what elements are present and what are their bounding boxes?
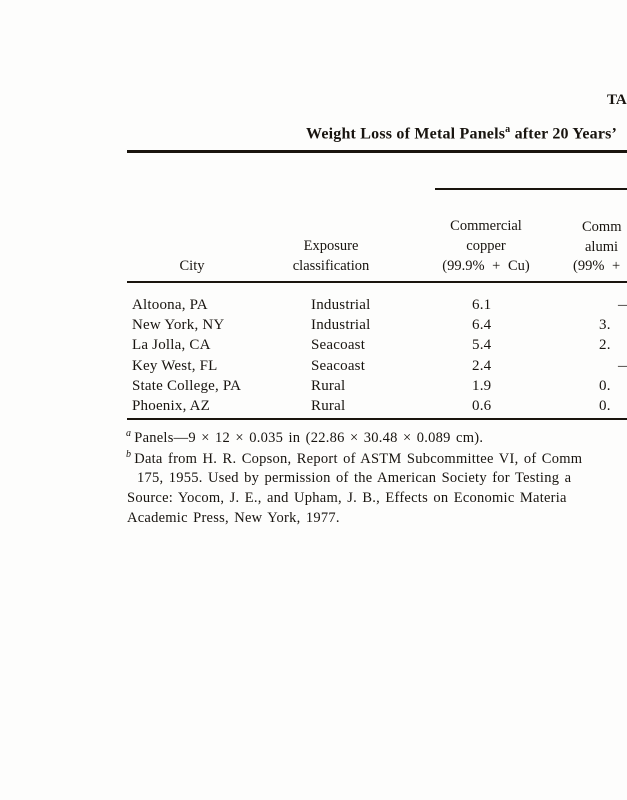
column-header-copper-line3: (99.9% + Cu)	[442, 258, 530, 274]
classification-cell: Rural	[311, 398, 346, 415]
aluminum-value-cell: —	[599, 356, 627, 376]
column-header-exposure: Exposure classification	[281, 236, 381, 276]
copper-value-cell: 5.4	[472, 337, 492, 354]
copper-value-cell: 0.6	[472, 398, 492, 415]
column-header-city: City	[179, 258, 205, 274]
column-header-exposure-line1: Exposure	[303, 238, 359, 254]
column-header-aluminum-line2: alumi	[585, 239, 619, 255]
footnote-b-marker: b	[126, 449, 132, 460]
table-title: Weight Loss of Metal Panelsa after 20 Ye…	[306, 124, 617, 143]
footnote-b-text: Data from H. R. Copson, Report of ASTM S…	[134, 450, 583, 467]
copper-values-column: 6.1 6.4 5.4 2.4 1.9 0.6	[472, 295, 491, 416]
column-header-copper: Commercial copper (99.9% + Cu)	[421, 216, 551, 276]
column-header-aluminum-line1: Comm	[582, 219, 622, 235]
title-footnote-marker: a	[505, 124, 511, 135]
table-number-fragment: TA	[607, 92, 627, 108]
city-cell: Altoona, PA	[132, 297, 208, 313]
aluminum-values-column: — 3. 2. — 0. 0.	[599, 295, 627, 416]
footnote-a-marker: a	[126, 428, 132, 439]
exposure-classification-column: Industrial Industrial Seacoast Seacoast …	[311, 295, 371, 416]
classification-cell: Seacoast	[311, 337, 366, 354]
column-group-spanner-rule	[435, 188, 627, 190]
aluminum-value-cell: 0.	[599, 398, 611, 415]
aluminum-value-cell: 3.	[599, 317, 611, 334]
classification-cell: Industrial	[311, 297, 371, 313]
footnote-b-line1: b Data from H. R. Copson, Report of ASTM …	[126, 449, 582, 468]
table-bottom-rule	[127, 418, 627, 420]
aluminum-value-cell: 2.	[599, 337, 611, 354]
header-bottom-rule	[127, 281, 627, 283]
city-column: Altoona, PA New York, NY La Jolla, CA Ke…	[132, 295, 241, 416]
city-cell: La Jolla, CA	[132, 337, 211, 354]
copper-value-cell: 2.4	[472, 357, 492, 374]
copper-value-cell: 6.1	[472, 297, 492, 313]
classification-cell: Seacoast	[311, 357, 366, 374]
column-header-copper-line2: copper	[466, 238, 506, 254]
copper-value-cell: 1.9	[472, 377, 492, 394]
city-cell: New York, NY	[132, 317, 225, 334]
footnote-source-line2: Academic Press, New York, 1977.	[127, 510, 340, 526]
classification-cell: Industrial	[311, 317, 371, 334]
column-header-copper-line1: Commercial	[450, 218, 522, 234]
column-header-aluminum-line3: (99% +	[573, 258, 621, 274]
table-top-rule	[127, 150, 627, 153]
table-title-text: Weight Loss of Metal Panels	[306, 125, 506, 143]
classification-cell: Rural	[311, 377, 346, 394]
column-header-exposure-line2: classification	[292, 258, 370, 274]
city-cell: Phoenix, AZ	[132, 398, 211, 415]
footnote-a: a Panels—9 × 12 × 0.035 in (22.86 × 30.48…	[126, 428, 483, 447]
table-title-suffix: after 20 Years’	[510, 125, 618, 143]
footnote-source-line1: Source: Yocom, J. E., and Upham, J. B., …	[127, 490, 567, 506]
footnote-b-line2: 175, 1955. Used by permission of the Ame…	[137, 470, 572, 486]
copper-value-cell: 6.4	[472, 317, 492, 334]
aluminum-value-cell: 0.	[599, 377, 611, 394]
city-cell: Key West, FL	[132, 357, 218, 374]
city-cell: State College, PA	[132, 377, 242, 394]
aluminum-value-cell: —	[599, 295, 627, 315]
footnote-a-text: Panels—9 × 12 × 0.035 in (22.86 × 30.48 …	[134, 429, 484, 446]
